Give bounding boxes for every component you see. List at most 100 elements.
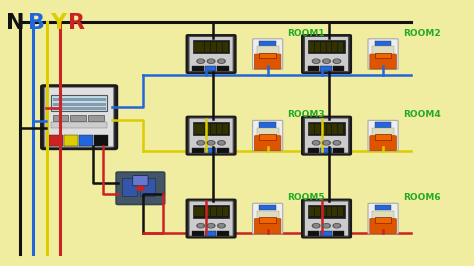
Circle shape (312, 224, 320, 228)
Bar (218, 148, 229, 153)
Bar (217, 207, 222, 217)
Circle shape (312, 141, 320, 145)
Bar (223, 42, 228, 52)
Circle shape (209, 142, 213, 144)
Circle shape (137, 186, 144, 190)
Text: B: B (28, 13, 45, 33)
Bar (333, 66, 345, 71)
Bar (53, 103, 106, 106)
Bar (333, 148, 345, 153)
Circle shape (324, 225, 329, 227)
FancyBboxPatch shape (304, 201, 349, 236)
Bar (320, 66, 332, 71)
Bar (308, 66, 319, 71)
Bar (257, 211, 279, 220)
Text: N: N (6, 13, 25, 33)
Bar (375, 205, 391, 210)
Bar (375, 134, 391, 140)
Bar (259, 41, 276, 46)
Bar (308, 148, 319, 153)
Bar (64, 135, 78, 146)
Circle shape (333, 141, 341, 145)
Bar (70, 115, 86, 121)
Text: ROOM6: ROOM6 (403, 193, 440, 202)
Bar (223, 207, 228, 217)
FancyBboxPatch shape (189, 201, 233, 236)
Bar (372, 128, 394, 137)
Circle shape (207, 59, 215, 63)
Circle shape (335, 142, 339, 144)
Bar (51, 122, 108, 128)
Bar (315, 207, 320, 217)
Bar (320, 231, 332, 236)
FancyBboxPatch shape (189, 118, 233, 153)
Bar (259, 53, 276, 58)
Bar (259, 134, 276, 140)
Bar (51, 95, 108, 111)
FancyBboxPatch shape (253, 120, 283, 151)
FancyBboxPatch shape (370, 219, 396, 234)
Bar (338, 124, 343, 134)
Bar (375, 53, 391, 58)
Text: ROOM1: ROOM1 (287, 29, 325, 38)
Bar (211, 42, 216, 52)
Bar (315, 124, 320, 134)
Circle shape (198, 60, 203, 63)
Bar (88, 115, 104, 121)
Bar (327, 124, 331, 134)
Bar (372, 211, 394, 220)
Bar (53, 107, 106, 110)
Circle shape (198, 225, 203, 227)
Circle shape (219, 142, 224, 144)
Circle shape (197, 224, 204, 228)
Bar (194, 42, 199, 52)
FancyBboxPatch shape (255, 54, 281, 69)
FancyBboxPatch shape (255, 219, 281, 234)
FancyBboxPatch shape (368, 120, 398, 151)
FancyBboxPatch shape (370, 136, 396, 151)
FancyBboxPatch shape (187, 117, 236, 155)
Bar (217, 124, 222, 134)
Bar (309, 207, 314, 217)
Bar (200, 207, 204, 217)
FancyBboxPatch shape (302, 200, 351, 238)
Text: ROOM4: ROOM4 (403, 110, 441, 119)
Circle shape (335, 60, 339, 63)
Bar (192, 148, 204, 153)
Bar (205, 124, 210, 134)
Circle shape (219, 60, 224, 63)
Circle shape (218, 141, 225, 145)
Bar (332, 42, 337, 52)
Circle shape (207, 224, 215, 228)
Circle shape (197, 141, 204, 145)
Bar (223, 124, 228, 134)
FancyBboxPatch shape (255, 136, 281, 151)
Bar (217, 42, 222, 52)
Circle shape (219, 225, 224, 227)
Bar (259, 122, 276, 127)
Bar (309, 124, 314, 134)
Bar (218, 231, 229, 236)
Bar (205, 66, 217, 71)
Bar (79, 135, 93, 146)
Bar (333, 231, 345, 236)
Bar (321, 124, 326, 134)
Bar (259, 205, 276, 210)
Circle shape (323, 141, 330, 145)
Bar (327, 207, 331, 217)
Bar (308, 231, 319, 236)
FancyBboxPatch shape (253, 203, 283, 234)
Bar (200, 124, 204, 134)
Bar (140, 178, 155, 196)
Bar (321, 207, 326, 217)
Bar (218, 66, 229, 71)
FancyBboxPatch shape (302, 35, 351, 73)
Text: ROOM2: ROOM2 (403, 29, 440, 38)
Text: ROOM5: ROOM5 (287, 193, 325, 202)
Circle shape (324, 60, 329, 63)
FancyBboxPatch shape (304, 36, 349, 72)
FancyBboxPatch shape (368, 203, 398, 234)
Bar (257, 46, 279, 56)
Bar (259, 217, 276, 223)
Bar (200, 42, 204, 52)
